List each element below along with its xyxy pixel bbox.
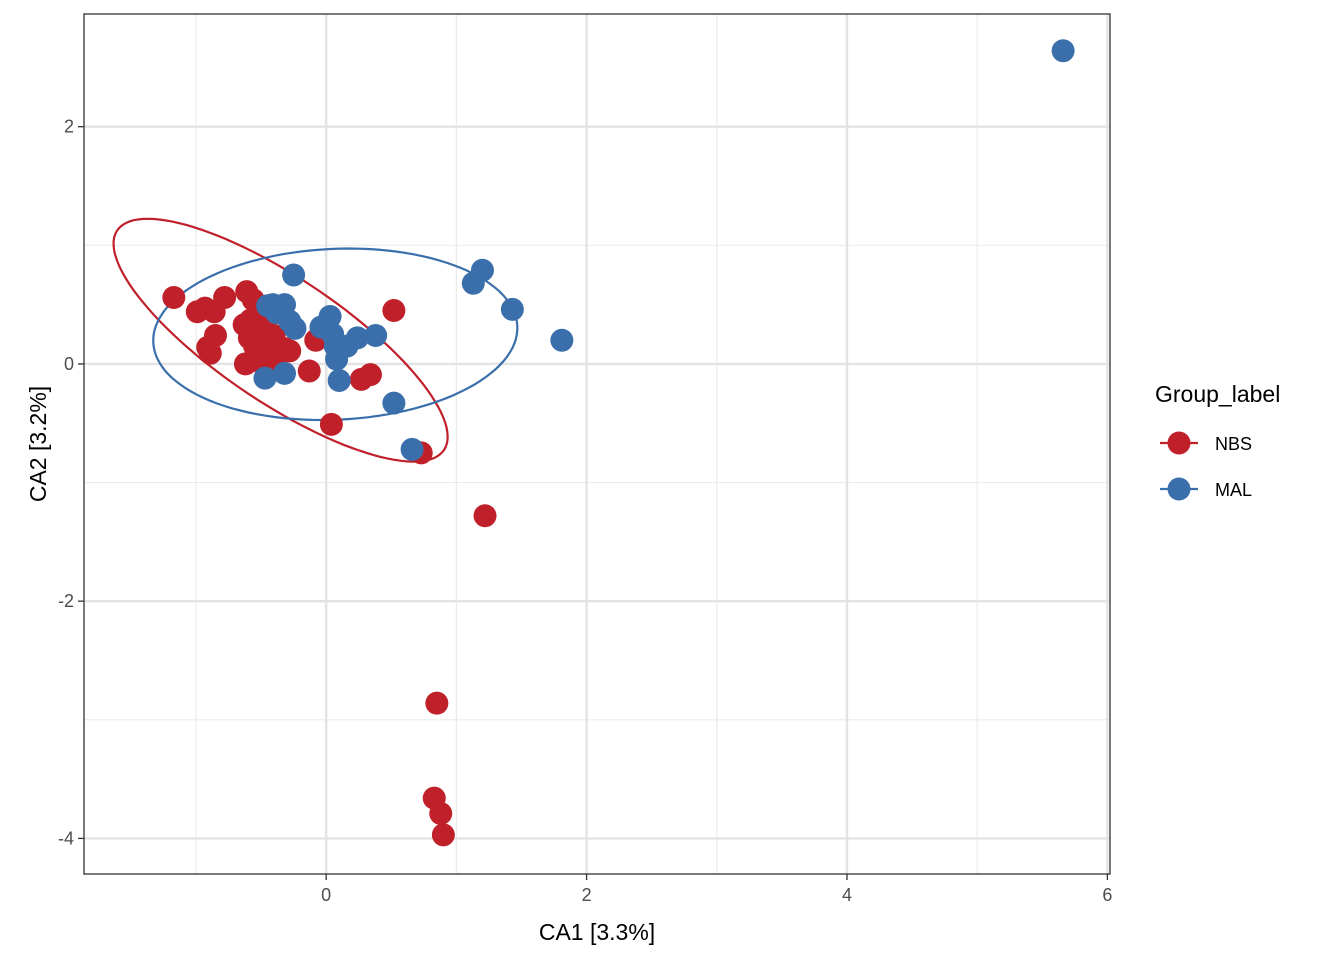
y-tick-label: -4 <box>58 828 74 848</box>
point-mal <box>550 328 574 352</box>
point-mal <box>327 369 351 393</box>
plot-panel-border <box>83 13 1111 875</box>
x-tick-label: 2 <box>582 885 592 905</box>
x-tick-label: 4 <box>842 885 852 905</box>
x-tick-label: 6 <box>1102 885 1112 905</box>
point-mal <box>282 263 306 287</box>
point-mal <box>470 258 494 282</box>
point-nbs <box>278 339 302 363</box>
legend-label-mal: MAL <box>1215 480 1252 500</box>
point-nbs <box>319 412 343 436</box>
y-axis-title: CA2 [3.2%] <box>25 386 51 502</box>
data-points <box>162 39 1075 847</box>
point-mal <box>364 323 388 347</box>
point-nbs <box>358 363 382 387</box>
x-axis: 0 2 4 6 <box>321 874 1112 905</box>
y-tick-label: -2 <box>58 591 74 611</box>
point-mal <box>318 304 342 328</box>
point-nbs <box>429 802 453 826</box>
x-tick-label: 0 <box>321 885 331 905</box>
legend-key-point-nbs <box>1167 431 1191 455</box>
point-mal <box>253 366 277 390</box>
point-mal <box>1051 39 1075 63</box>
point-nbs <box>297 359 321 383</box>
point-nbs <box>473 504 497 528</box>
point-nbs <box>162 286 186 310</box>
point-nbs <box>213 286 237 310</box>
legend: Group_label NBS MAL <box>1155 381 1280 501</box>
point-nbs <box>198 341 222 365</box>
x-axis-title: CA1 [3.3%] <box>539 919 655 945</box>
ellipse-mal <box>152 247 519 422</box>
point-mal <box>400 437 424 461</box>
point-mal <box>382 391 406 415</box>
point-mal <box>500 297 524 321</box>
legend-label-nbs: NBS <box>1215 434 1252 454</box>
legend-title: Group_label <box>1155 381 1280 407</box>
y-tick-label: 2 <box>64 117 74 137</box>
minor-gridlines <box>84 14 1110 874</box>
point-nbs <box>204 323 228 347</box>
point-nbs <box>431 823 455 847</box>
point-mal <box>345 326 369 350</box>
y-tick-label: 0 <box>64 354 74 374</box>
confidence-ellipses <box>112 217 519 463</box>
y-axis: -4 -2 0 2 <box>58 117 84 848</box>
point-nbs <box>382 299 406 323</box>
ellipse-nbs <box>112 217 449 463</box>
point-mal <box>283 316 307 340</box>
legend-key-point-mal <box>1167 477 1191 501</box>
point-mal <box>273 361 297 385</box>
point-nbs <box>425 691 449 715</box>
